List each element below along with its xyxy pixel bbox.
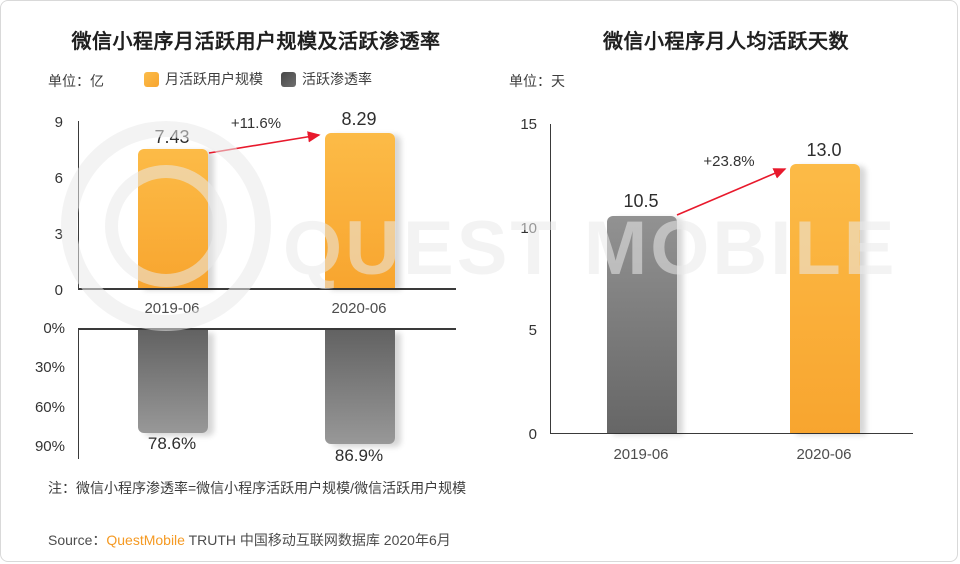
pen-ytick-0: 0% — [43, 320, 65, 337]
legend-label-mau: 月活跃用户规模 — [165, 71, 263, 87]
pen-ytick-30: 30% — [34, 359, 65, 376]
bar-days-2019-06 — [607, 216, 677, 433]
legend-swatch-penetration-icon — [281, 71, 296, 87]
value-label-pen-2019: 78.6% — [147, 434, 197, 453]
right-cat-2020: 2020-06 — [796, 446, 852, 463]
left-mau-ytick-6: 6 — [54, 170, 63, 187]
growth-arrow-mau-icon — [208, 131, 321, 154]
source-line: Source：QuestMobile TRUTH 中国移动互联网数据库 2020… — [48, 530, 451, 550]
value-label-mau-2020: 8.29 — [341, 109, 377, 129]
right-cat-2019: 2019-06 — [613, 446, 669, 463]
right-plot — [550, 124, 913, 434]
right-chart-title: 微信小程序月人均活跃天数 — [603, 31, 849, 53]
legend-label-penetration: 活跃渗透率 — [302, 71, 372, 87]
legend: 月活跃用户规模 活跃渗透率 — [144, 69, 372, 89]
bar-penetration-2019-06 — [138, 330, 208, 433]
legend-swatch-mau-icon — [144, 71, 159, 87]
right-ytick-15: 15 — [520, 116, 537, 133]
legend-item-mau: 月活跃用户规模 — [144, 69, 263, 89]
bar-mau-2019-06 — [138, 149, 208, 288]
bar-mau-2020-06 — [325, 133, 395, 288]
left-chart-title: 微信小程序月活跃用户规模及活跃渗透率 — [71, 31, 441, 53]
right-ytick-10: 10 — [520, 220, 537, 237]
value-label-days-2020: 13.0 — [806, 140, 842, 160]
source-prefix: Source： — [48, 532, 107, 548]
left-cat-2020: 2020-06 — [331, 300, 387, 317]
right-ytick-5: 5 — [528, 322, 537, 339]
left-mau-ytick-3: 3 — [54, 226, 63, 243]
left-mau-ytick-0: 0 — [54, 282, 63, 299]
value-label-days-2019: 10.5 — [623, 191, 659, 211]
right-ytick-0: 0 — [528, 426, 537, 443]
growth-label-days: +23.8% — [703, 153, 755, 170]
right-unit-label: 单位：天 — [509, 73, 565, 89]
source-brand: QuestMobile — [106, 532, 185, 548]
source-suffix: TRUTH 中国移动互联网数据库 2020年6月 — [184, 532, 451, 548]
value-label-pen-2020: 86.9% — [334, 446, 384, 465]
left-mau-plot — [78, 121, 456, 290]
pen-ytick-90: 90% — [34, 438, 65, 455]
left-mau-ytick-9: 9 — [54, 114, 63, 131]
bar-penetration-2020-06 — [325, 330, 395, 444]
growth-arrow-days-icon — [676, 168, 787, 216]
bar-days-2020-06 — [790, 164, 860, 433]
left-cat-2019: 2019-06 — [144, 300, 200, 317]
left-unit-label: 单位：亿 — [48, 73, 104, 89]
pen-ytick-60: 60% — [34, 399, 65, 416]
legend-item-penetration: 活跃渗透率 — [281, 69, 372, 89]
footnote: 注：微信小程序渗透率=微信小程序活跃用户规模/微信活跃用户规模 — [48, 480, 467, 496]
